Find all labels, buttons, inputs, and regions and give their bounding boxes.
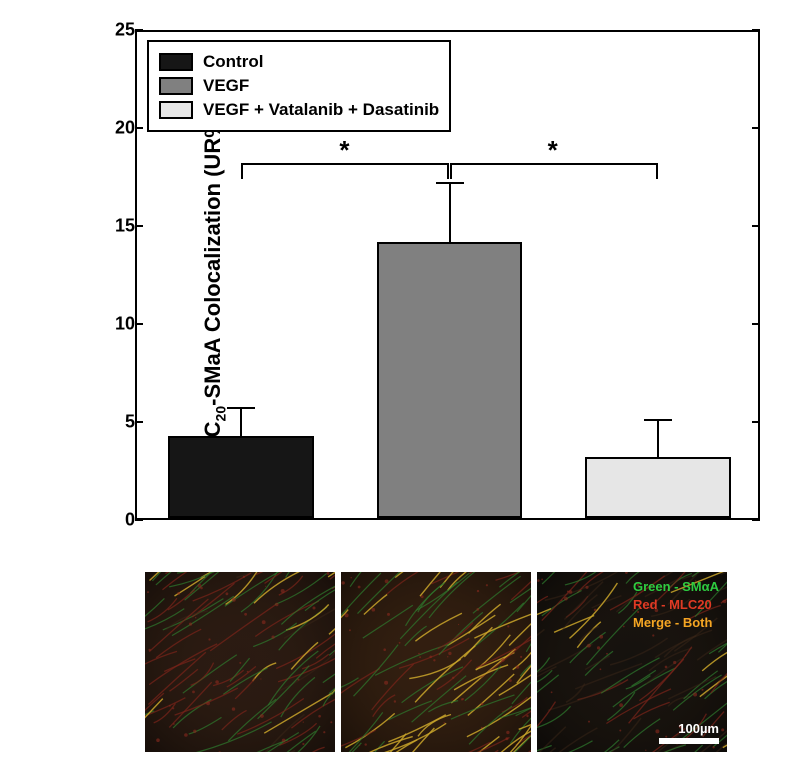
scale-bar-label: 100µm	[659, 721, 719, 736]
color-key-line: Green - SMαA	[633, 578, 719, 596]
figure: MLC20-SMaA Colocalization (UR%) 05101520…	[20, 20, 782, 752]
significance-star: *	[339, 135, 349, 166]
y-tick-label: 15	[95, 216, 135, 237]
y-tick-mark	[135, 519, 143, 521]
vegf-drugs-micrograph: Green - SMαARed - MLC20Merge - Both 100µm	[537, 572, 727, 752]
vegf-micrograph	[341, 572, 531, 752]
y-tick-mark	[752, 225, 760, 227]
y-tick-mark	[752, 519, 760, 521]
color-key-line: Merge - Both	[633, 614, 719, 632]
legend: Control VEGF VEGF + Vatalanib + Dasatinib	[147, 40, 451, 132]
legend-label: VEGF + Vatalanib + Dasatinib	[203, 100, 439, 120]
legend-swatch	[159, 101, 193, 119]
y-tick-mark	[135, 323, 143, 325]
y-tick-label: 20	[95, 118, 135, 139]
error-bar	[449, 183, 451, 242]
y-tick-mark	[135, 225, 143, 227]
legend-item: VEGF + Vatalanib + Dasatinib	[159, 100, 439, 120]
color-key-line: Red - MLC20	[633, 596, 719, 614]
error-cap	[436, 182, 464, 184]
bar	[377, 242, 523, 518]
error-bar	[657, 420, 659, 457]
scale-bar-line	[659, 738, 719, 744]
legend-label: VEGF	[203, 76, 249, 96]
y-tick-mark	[752, 29, 760, 31]
error-cap	[227, 407, 255, 409]
bar	[168, 436, 314, 518]
color-key: Green - SMαARed - MLC20Merge - Both	[633, 578, 719, 633]
y-tick-label: 10	[95, 314, 135, 335]
y-tick-mark	[752, 323, 760, 325]
y-axis-ticks: 0510152025	[95, 30, 135, 520]
bar-chart: MLC20-SMaA Colocalization (UR%) 05101520…	[60, 20, 780, 560]
error-cap	[644, 419, 672, 421]
legend-swatch	[159, 53, 193, 71]
legend-item: Control	[159, 52, 439, 72]
scale-bar: 100µm	[659, 721, 719, 744]
control-micrograph	[145, 572, 335, 752]
y-tick-mark	[752, 127, 760, 129]
y-tick-mark	[135, 127, 143, 129]
micrograph-row: Green - SMαARed - MLC20Merge - Both 100µm	[120, 572, 752, 752]
legend-item: VEGF	[159, 76, 439, 96]
y-tick-mark	[135, 421, 143, 423]
y-tick-label: 5	[95, 412, 135, 433]
y-tick-label: 25	[95, 20, 135, 41]
legend-label: Control	[203, 52, 263, 72]
plot-area: ControlVEGFVEGF + Vatalanib + Dasatinib …	[135, 30, 760, 520]
bar	[585, 457, 731, 518]
y-tick-label: 0	[95, 510, 135, 531]
error-bar	[240, 408, 242, 435]
significance-star: *	[548, 135, 558, 166]
y-tick-mark	[135, 29, 143, 31]
legend-swatch	[159, 77, 193, 95]
y-tick-mark	[752, 421, 760, 423]
